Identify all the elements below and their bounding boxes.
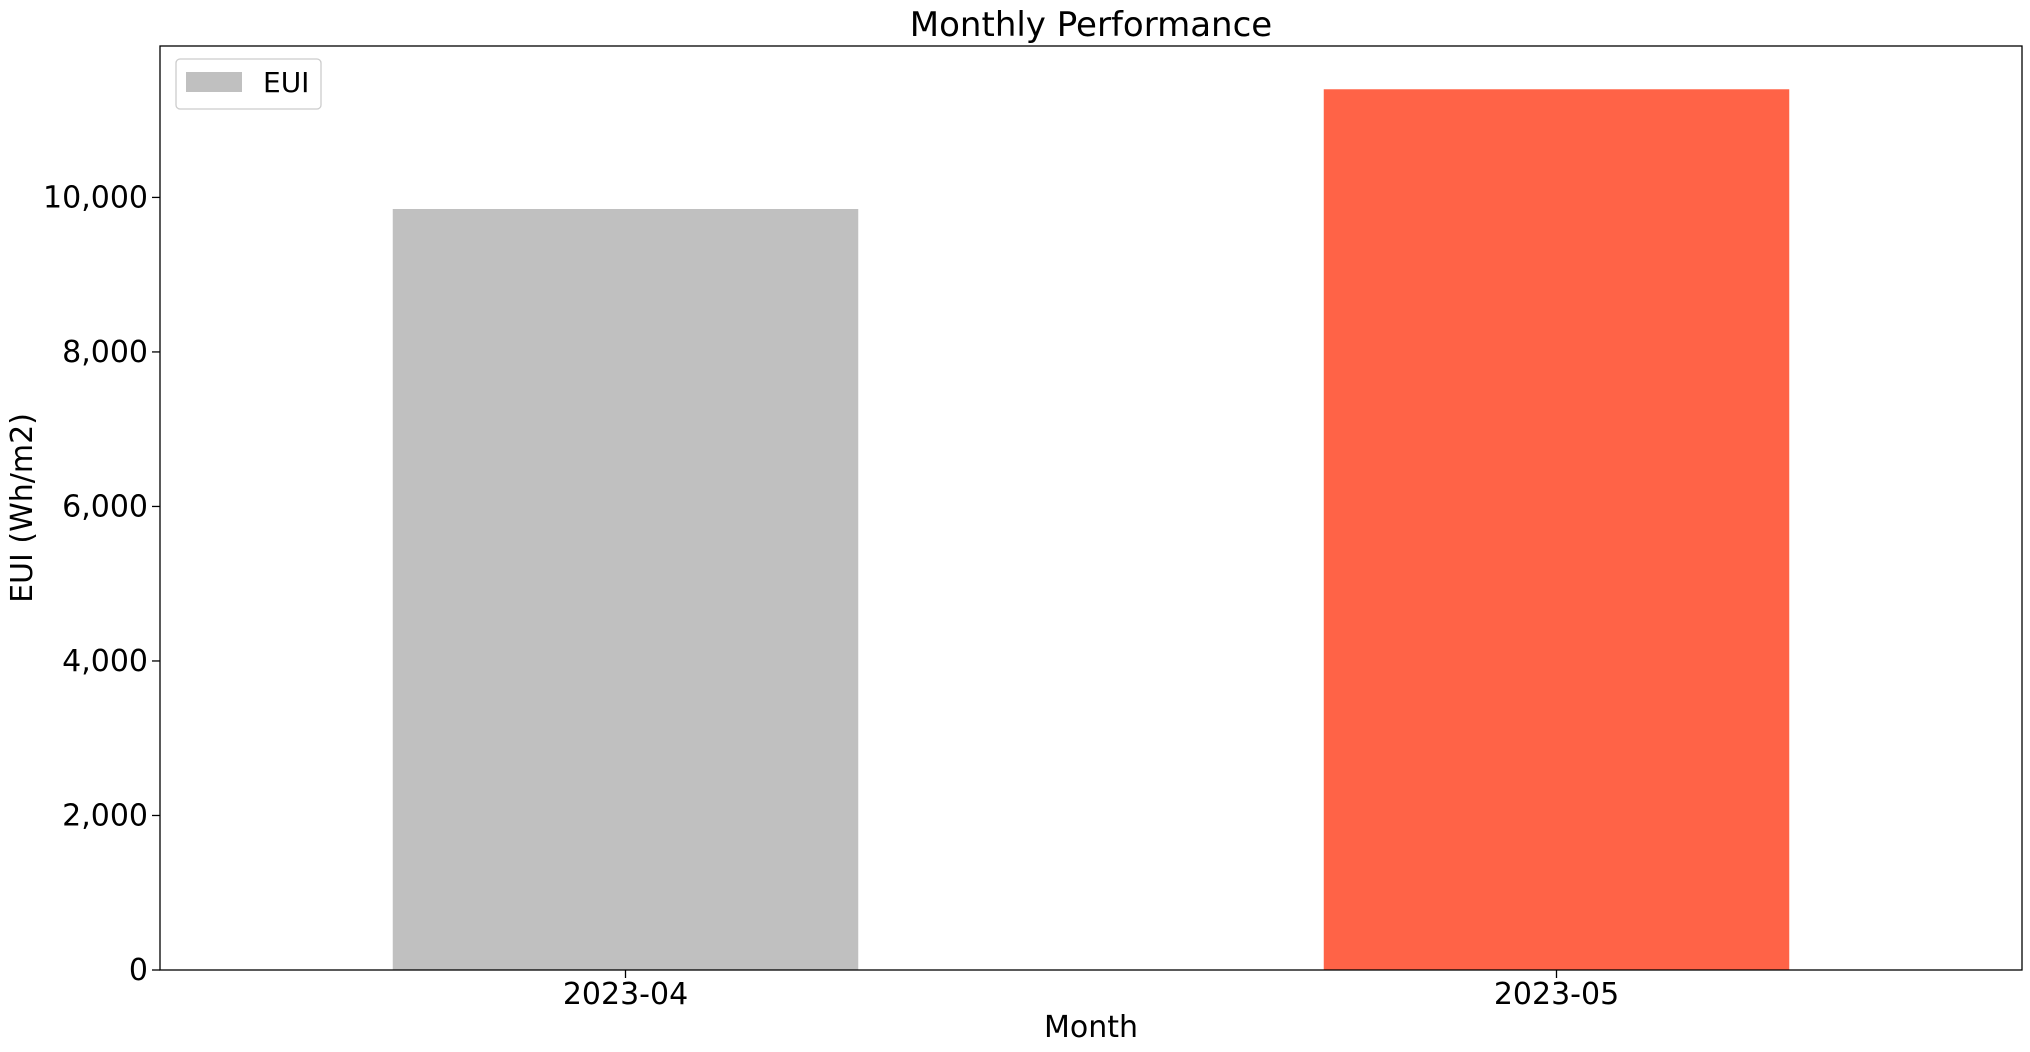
legend-label-eui: EUI — [263, 66, 309, 99]
y-tick-label-0: 0 — [129, 953, 148, 988]
bars-group — [392, 89, 1790, 971]
x-axis-label: Month — [1044, 1010, 1138, 1045]
bar-2023-04 — [392, 209, 859, 971]
legend-swatch-eui — [186, 72, 242, 92]
y-tick-label-10000: 10,000 — [43, 180, 148, 215]
x-ticks-group: 2023-04 2023-05 — [563, 970, 1619, 1012]
y-ticks-group: 0 2,000 4,000 6,000 8,000 10,000 — [43, 180, 160, 988]
bar-2023-05 — [1323, 89, 1790, 970]
y-tick-label-6000: 6,000 — [62, 489, 148, 524]
y-axis-label: EUI (Wh/m2) — [5, 413, 40, 603]
y-tick-label-4000: 4,000 — [62, 644, 148, 679]
x-tick-label-2023-05: 2023-05 — [1494, 977, 1619, 1012]
y-tick-label-8000: 8,000 — [62, 335, 148, 370]
y-tick-label-2000: 2,000 — [62, 798, 148, 833]
x-tick-label-2023-04: 2023-04 — [563, 977, 688, 1012]
chart-title: Monthly Performance — [910, 5, 1272, 45]
plot-frame — [159, 45, 2023, 971]
legend: EUI — [175, 58, 322, 110]
legend-frame — [175, 58, 322, 110]
